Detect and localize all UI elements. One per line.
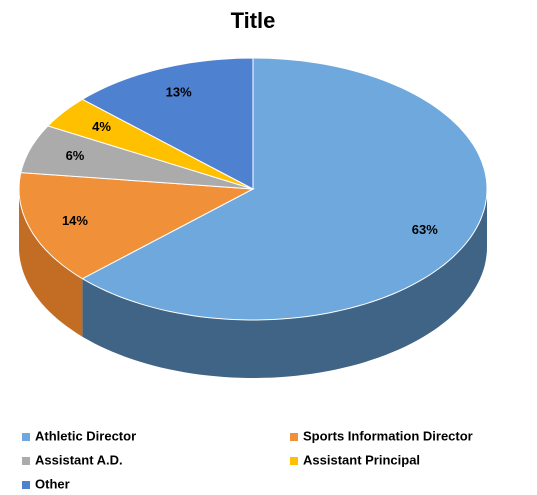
chart-title: Title (231, 8, 276, 33)
legend-label: Sports Information Director (303, 428, 473, 443)
slice-side (19, 189, 83, 337)
slice (18, 172, 255, 280)
data-label: 14% (62, 213, 88, 228)
legend-swatch (290, 457, 298, 465)
slice-side (82, 189, 488, 378)
legend-label: Athletic Director (35, 428, 136, 443)
slice (46, 98, 254, 190)
slice (20, 125, 254, 190)
legend-label: Assistant Principal (303, 452, 420, 467)
legend-label: Assistant A.D. (35, 452, 123, 467)
data-label: 63% (412, 222, 438, 237)
data-label: 6% (66, 148, 85, 163)
slice (81, 57, 254, 190)
legend-swatch (22, 433, 30, 441)
data-label: 13% (166, 84, 192, 99)
data-label: 4% (92, 119, 111, 134)
legend-swatch (22, 481, 30, 489)
legend-label: Other (35, 476, 70, 491)
legend-swatch (22, 457, 30, 465)
legend-swatch (290, 433, 298, 441)
slice (81, 57, 488, 321)
